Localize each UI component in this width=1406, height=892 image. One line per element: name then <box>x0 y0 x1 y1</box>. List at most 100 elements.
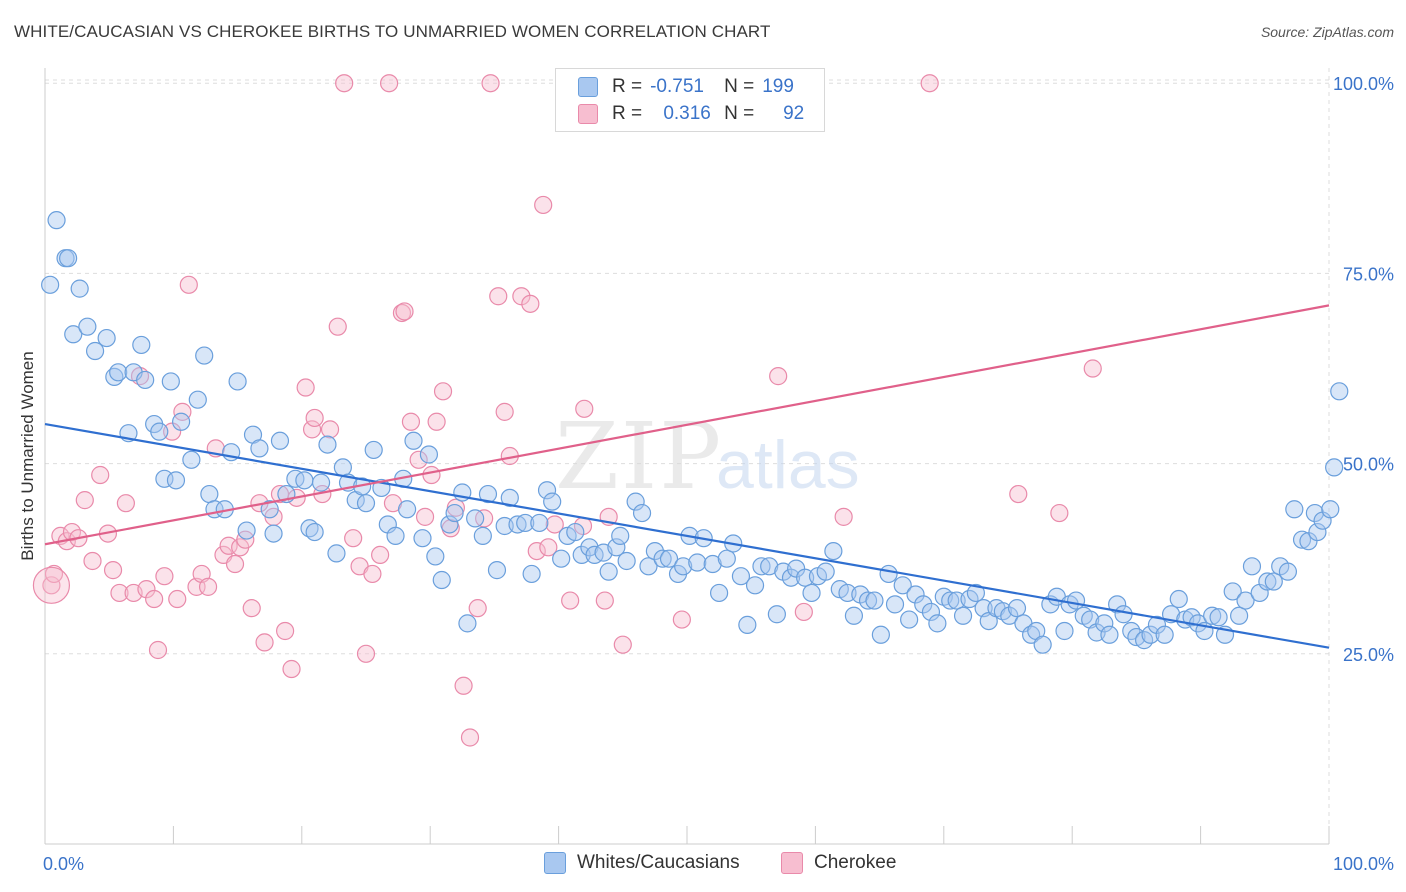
white-point <box>1000 606 1019 625</box>
white-point <box>356 494 376 513</box>
cherokee-point <box>561 591 580 610</box>
white-point <box>166 471 186 490</box>
white-point <box>1147 615 1167 634</box>
white-point <box>767 605 786 624</box>
cherokee-point <box>320 420 340 439</box>
white-point <box>1114 605 1133 624</box>
series-legend-whites[interactable]: Whites/Caucasians <box>544 852 740 874</box>
white-point <box>182 450 201 469</box>
white-point <box>364 440 383 460</box>
white-point <box>386 526 405 545</box>
cherokee-point <box>415 507 435 526</box>
white-point <box>645 541 665 561</box>
cherokee-point <box>302 420 322 439</box>
series-swatch-blue <box>544 852 566 874</box>
white-point <box>731 567 751 586</box>
cherokee-point <box>255 633 274 652</box>
cherokee-point <box>145 589 164 609</box>
white-point <box>552 549 571 568</box>
axes <box>44 68 1330 845</box>
white-point <box>966 583 986 603</box>
white-point <box>1321 500 1340 519</box>
legend-r-value: 0.316 <box>663 103 711 124</box>
white-point <box>781 568 801 587</box>
white-point <box>195 346 214 365</box>
white-point <box>1292 530 1312 549</box>
cherokee-point <box>1009 484 1028 504</box>
white-point <box>760 557 779 576</box>
white-point <box>397 500 417 519</box>
cherokee-point <box>539 538 558 557</box>
white-point <box>752 557 771 576</box>
cherokee-point <box>356 644 376 663</box>
watermark: ZIP atlas <box>555 403 860 510</box>
cherokee-point <box>363 564 382 584</box>
cherokee-point <box>422 465 441 485</box>
white-point <box>47 211 66 230</box>
white-point <box>885 595 905 614</box>
white-point <box>537 481 557 500</box>
white-point <box>200 484 219 504</box>
cherokee-point <box>236 530 255 549</box>
chart-title: WHITE/CAUCASIAN VS CHEROKEE BIRTHS TO UN… <box>14 22 771 41</box>
cherokee-point <box>409 450 428 469</box>
white-point <box>237 521 256 540</box>
legend-r-label: R = <box>612 103 643 124</box>
white-point <box>1278 562 1298 581</box>
cherokee-point <box>545 515 564 534</box>
cherokee-point <box>769 367 788 386</box>
cherokee-point <box>219 536 238 555</box>
cherokee-point <box>116 494 135 513</box>
white-point <box>1242 557 1262 576</box>
white-point <box>478 484 498 504</box>
white-point <box>318 435 337 454</box>
white-point <box>632 503 652 523</box>
series-legend-cherokee[interactable]: Cherokee <box>781 852 896 874</box>
legend-row-cherokee: R = 0.316 N = 92 <box>578 101 804 127</box>
cherokee-point <box>427 412 446 431</box>
white-point <box>172 412 191 431</box>
white-point <box>921 602 941 622</box>
cherokee-point <box>328 317 347 336</box>
white-point <box>1264 572 1283 591</box>
cherokee-point <box>395 302 414 321</box>
cherokee-point <box>834 507 853 526</box>
white-point <box>188 390 207 409</box>
cherokee-point <box>401 412 421 431</box>
white-point <box>150 422 169 441</box>
white-point <box>1108 595 1127 614</box>
white-point <box>228 372 247 391</box>
white-point <box>413 529 432 548</box>
cherokee-point <box>527 541 546 561</box>
cherokee-point <box>371 545 390 565</box>
cherokee-point <box>110 583 129 603</box>
white-point <box>466 509 485 528</box>
white-point <box>1033 635 1052 654</box>
white-points <box>41 211 1349 654</box>
white-point <box>688 553 707 572</box>
white-point <box>1305 503 1324 523</box>
legend-n-value: 92 <box>783 103 805 124</box>
white-point <box>155 469 174 488</box>
white-point <box>522 564 541 584</box>
trend-line-whites <box>44 422 1330 649</box>
white-point <box>709 583 729 603</box>
white-point <box>311 473 331 492</box>
white-point <box>653 549 672 568</box>
cherokee-point <box>335 74 354 93</box>
white-point <box>611 526 630 545</box>
white-point <box>97 328 116 348</box>
cherokee-point <box>495 402 514 421</box>
series-swatch-pink <box>781 852 803 874</box>
white-point <box>270 431 290 450</box>
white-point <box>871 625 890 644</box>
white-point <box>745 576 765 595</box>
white-point <box>566 522 585 542</box>
cherokee-point <box>282 659 301 679</box>
white-point <box>109 363 128 382</box>
series-legend: Whites/Caucasians Cherokee <box>0 852 1406 878</box>
white-point <box>941 591 960 610</box>
white-point <box>1066 591 1086 610</box>
y-tick-label: 100.0% <box>1333 74 1394 94</box>
